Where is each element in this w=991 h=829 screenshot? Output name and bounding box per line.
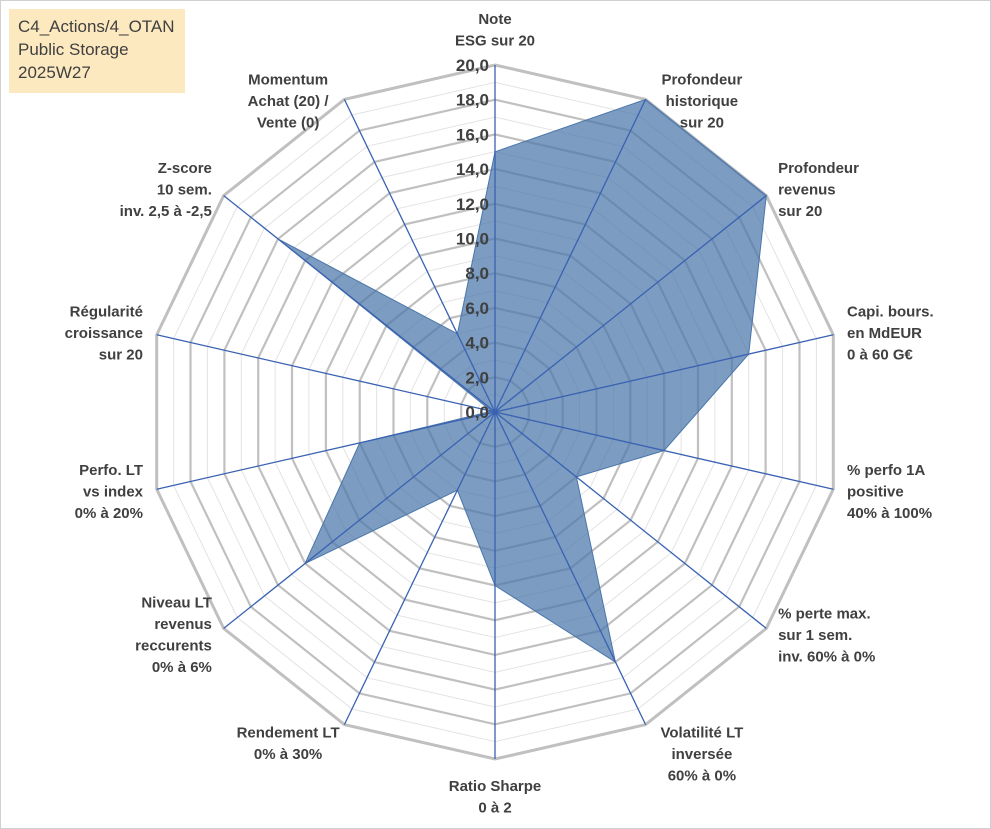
category-label-line: % perfo 1A — [847, 462, 926, 479]
category-label-line: historique — [666, 93, 739, 110]
category-label-line: positive — [847, 484, 904, 501]
category-label: Rendement LT 0% à 30% — [237, 725, 340, 764]
axis-line — [343, 99, 496, 413]
category-label-line: revenus — [778, 182, 836, 199]
axis-line — [494, 99, 647, 413]
category-label-line: sur 20 — [99, 346, 143, 363]
tick-label: 14,0 — [456, 160, 489, 179]
category-label-line: revenus — [154, 616, 212, 633]
category-label-line: vs index — [83, 484, 144, 501]
category-label: Profondeur historique sur 20 — [661, 71, 742, 131]
category-label: Note ESG sur 20 — [455, 11, 535, 50]
category-label: Capi. bours. en MdEUR 0 à 60 G€ — [847, 303, 934, 363]
series-layer — [277, 98, 767, 664]
category-label-line: Rendement LT — [237, 725, 340, 742]
tick-label: 8,0 — [465, 264, 489, 283]
category-labels: Note ESG sur 20 Profondeur historique sur 20… — [65, 11, 934, 817]
category-label: % perte max. sur 1 sem. inv. 60% à 0% — [778, 605, 875, 665]
info-company: Public Storage — [18, 40, 129, 59]
category-label-line: Profondeur — [778, 160, 859, 177]
category-label-line: % perte max. — [778, 605, 871, 622]
category-label-line: croissance — [65, 325, 143, 342]
tick-label: 20,0 — [456, 56, 489, 75]
category-label-line: inv. 2,5 à -2,5 — [120, 203, 212, 220]
category-label-line: Achat (20) / — [248, 93, 330, 110]
axis-line — [223, 411, 496, 629]
axis-line — [494, 411, 767, 629]
tick-label: 4,0 — [465, 334, 489, 353]
category-label-line: Volatilité LT — [661, 725, 744, 742]
category-label: Régularité croissance sur 20 — [65, 303, 143, 363]
category-label-line: Momentum — [248, 71, 328, 88]
tick-label: 18,0 — [456, 91, 489, 110]
category-label-line: Ratio Sharpe — [449, 778, 542, 795]
category-label-line: 0% à 30% — [254, 746, 322, 763]
category-label-line: Profondeur — [661, 71, 742, 88]
series-area — [277, 98, 767, 664]
category-label-line: ESG sur 20 — [455, 33, 535, 50]
tick-labels: 0,0 2,0 4,0 6,0 8,0 10,0 12,0 14,0 16,0 18,0 20,0 — [456, 56, 489, 422]
category-label-line: reccurents — [135, 638, 212, 655]
category-label-line: Z-score — [158, 160, 212, 177]
tick-label: 6,0 — [465, 299, 489, 318]
category-label-line: sur 1 sem. — [778, 627, 852, 644]
category-label-line: sur 20 — [680, 114, 724, 131]
category-label-line: Régularité — [70, 303, 143, 320]
category-label-line: 0% à 6% — [152, 659, 212, 676]
axis-line — [494, 195, 767, 413]
category-label-line: Niveau LT — [141, 595, 212, 612]
axis-line — [343, 411, 496, 725]
category-label: Niveau LT revenus reccurents 0% à 6% — [135, 595, 212, 677]
axis-line — [494, 411, 834, 490]
category-label-line: 40% à 100% — [847, 505, 932, 522]
category-label: Z-score 10 sem. inv. 2,5 à -2,5 — [120, 160, 212, 220]
info-box: C4_Actions/4_OTAN Public Storage 2025W27 — [9, 9, 185, 93]
axis-line — [494, 334, 834, 413]
axis-line — [156, 411, 496, 490]
category-label-line: 60% à 0% — [668, 768, 736, 785]
category-label: Profondeur revenus sur 20 — [778, 160, 859, 220]
category-label: Momentum Achat (20) / Vente (0) — [248, 71, 330, 131]
category-label-line: Note — [478, 11, 511, 28]
category-label-line: inv. 60% à 0% — [778, 648, 875, 665]
category-label-line: 0 à 60 G€ — [847, 346, 914, 363]
category-label-line: 10 sem. — [157, 182, 212, 199]
info-week: 2025W27 — [18, 63, 91, 82]
tick-label: 0,0 — [465, 403, 489, 422]
info-category: C4_Actions/4_OTAN — [18, 17, 175, 36]
category-label-line: inversée — [671, 746, 732, 763]
category-label-line: sur 20 — [778, 203, 822, 220]
category-label-line: en MdEUR — [847, 325, 922, 342]
tick-label: 10,0 — [456, 230, 489, 249]
category-label: % perfo 1A positive 40% à 100% — [847, 462, 932, 522]
category-label-line: 0 à 2 — [478, 800, 511, 817]
category-label: Ratio Sharpe 0 à 2 — [449, 778, 542, 817]
category-label-line: Vente (0) — [257, 114, 320, 131]
tick-label: 2,0 — [465, 368, 489, 387]
category-label-line: Perfo. LT — [79, 462, 143, 479]
category-label-line: Capi. bours. — [847, 303, 934, 320]
radial-axes — [156, 65, 834, 759]
axis-line — [156, 334, 496, 413]
tick-label: 12,0 — [456, 195, 489, 214]
tick-label: 16,0 — [456, 125, 489, 144]
category-label: Volatilité LT inversée 60% à 0% — [661, 725, 744, 785]
axis-line — [494, 411, 647, 725]
category-label-line: 0% à 20% — [75, 505, 143, 522]
axis-line — [223, 195, 496, 413]
category-label: Perfo. LT vs index 0% à 20% — [75, 462, 144, 522]
